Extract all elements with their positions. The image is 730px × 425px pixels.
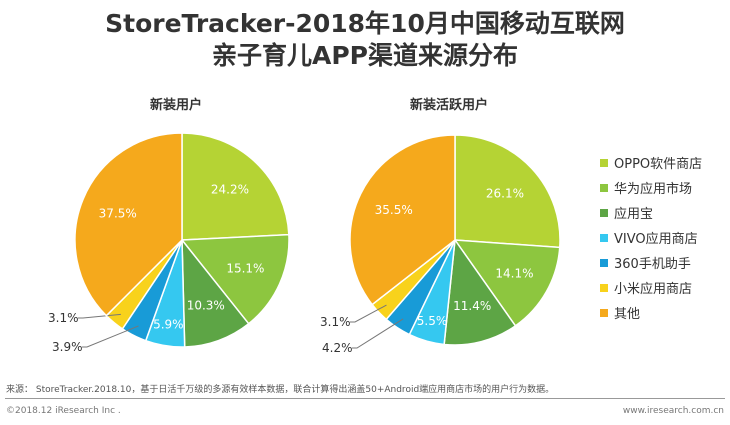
pie-slice bbox=[349, 134, 456, 306]
legend-swatch bbox=[600, 158, 608, 167]
slice-label: 3.9% bbox=[52, 340, 83, 354]
slice-label: 10.3% bbox=[187, 298, 225, 312]
legend-label: 华为应用市场 bbox=[614, 182, 693, 197]
pie-title-new-installs: 新装用户 bbox=[150, 98, 203, 113]
legend-swatch bbox=[600, 258, 608, 267]
leader-line bbox=[350, 304, 387, 323]
legend-item: 其他 bbox=[600, 300, 702, 325]
legend-item: 小米应用商店 bbox=[600, 275, 702, 300]
legend-label: VIVO应用商店 bbox=[614, 232, 698, 247]
leader-line bbox=[78, 313, 121, 319]
slice-label: 35.5% bbox=[375, 203, 413, 217]
slice-label: 37.5% bbox=[99, 206, 137, 220]
legend-item: 360手机助手 bbox=[600, 250, 702, 275]
slice-label: 3.1% bbox=[320, 315, 351, 329]
legend-label: OPPO软件商店 bbox=[614, 157, 703, 172]
pie-slice bbox=[181, 237, 250, 348]
leader-line bbox=[82, 325, 139, 348]
pie-slice bbox=[74, 132, 183, 317]
legend-swatch bbox=[600, 308, 608, 317]
slice-label: 15.1% bbox=[226, 262, 264, 276]
pie-slice bbox=[454, 134, 561, 249]
legend-item: 应用宝 bbox=[600, 200, 702, 225]
legend-swatch bbox=[600, 183, 608, 192]
chart-title-line1: StoreTracker-2018年10月中国移动互联网 bbox=[105, 9, 625, 38]
legend-item: VIVO应用商店 bbox=[600, 225, 702, 250]
legend: OPPO软件商店 华为应用市场 应用宝 VIVO应用商店 360手机助手 小米应… bbox=[600, 150, 702, 325]
slice-label: 24.2% bbox=[211, 183, 249, 197]
pie-slice bbox=[453, 239, 561, 327]
copyright: ©2018.12 iResearch Inc . bbox=[6, 406, 121, 416]
slice-label: 14.1% bbox=[495, 267, 533, 281]
slice-label: 11.4% bbox=[453, 299, 491, 313]
website-link[interactable]: www.iresearch.com.cn bbox=[622, 406, 724, 416]
legend-label: 360手机助手 bbox=[614, 257, 691, 272]
legend-item: OPPO软件商店 bbox=[600, 150, 702, 175]
legend-label: 小米应用商店 bbox=[614, 282, 693, 297]
footer-divider bbox=[5, 398, 725, 399]
legend-swatch bbox=[600, 233, 608, 242]
source-note: 来源： StoreTracker.2018.10，基于日活千万级的多源有效样本数… bbox=[6, 385, 555, 395]
leader-line bbox=[352, 318, 404, 349]
slice-label: 4.2% bbox=[322, 341, 353, 355]
legend-label: 其他 bbox=[614, 307, 641, 322]
legend-label: 应用宝 bbox=[614, 207, 654, 222]
legend-swatch bbox=[600, 283, 608, 292]
pie-title-active-installs: 新装活跃用户 bbox=[410, 98, 489, 113]
pie-slice bbox=[181, 132, 290, 241]
slice-label: 3.1% bbox=[48, 311, 79, 325]
legend-item: 华为应用市场 bbox=[600, 175, 702, 200]
slice-label: 5.5% bbox=[417, 314, 448, 328]
pie-slice bbox=[443, 237, 517, 346]
legend-swatch bbox=[600, 208, 608, 217]
pie-slice bbox=[180, 233, 290, 325]
slice-label: 26.1% bbox=[486, 186, 524, 200]
slice-label: 5.9% bbox=[153, 318, 184, 332]
chart-title-line2: 亲子育儿APP渠道来源分布 bbox=[212, 41, 518, 70]
